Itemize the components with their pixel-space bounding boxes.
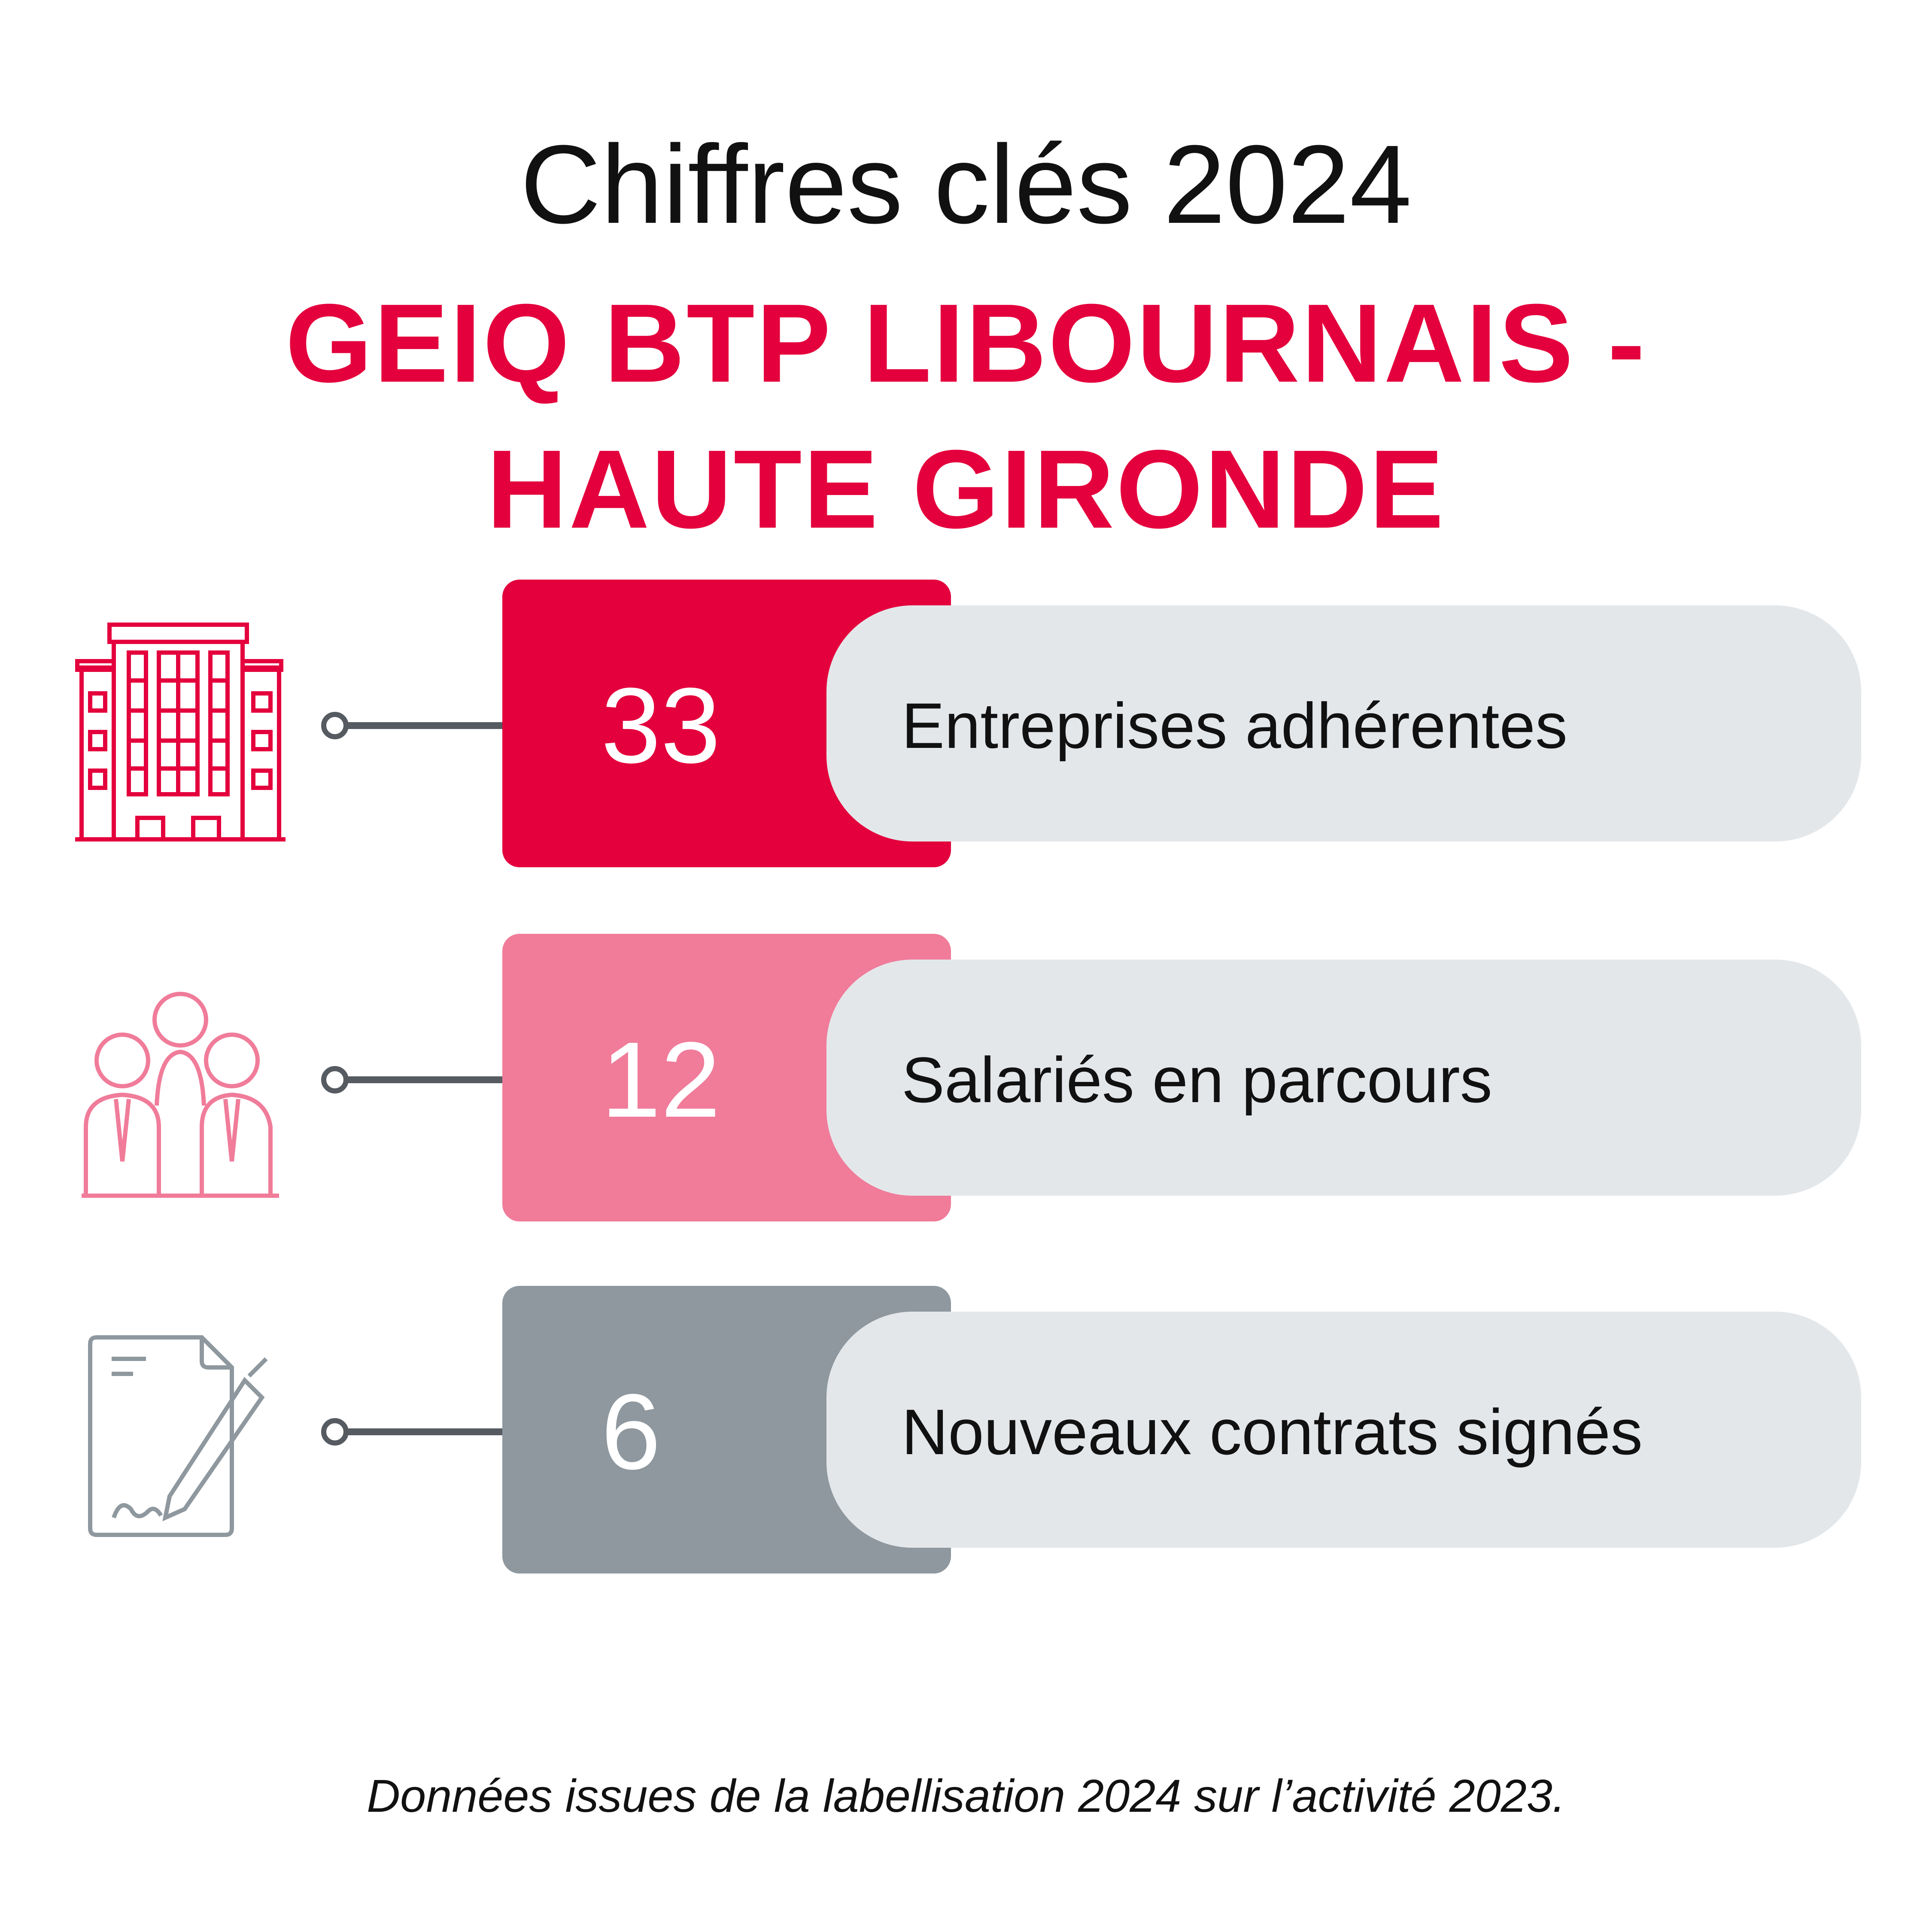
signed-contract-icon <box>88 1335 268 1537</box>
stat-row-contracts: 6 Nouveaux contrats signés <box>0 1286 1932 1578</box>
footnote: Données issues de la labellisation 2024 … <box>367 1770 1565 1822</box>
stat-label: Entreprises adhérentes <box>902 690 1567 762</box>
people-icon <box>82 992 279 1198</box>
organization-name-line-2: HAUTE GIRONDE <box>486 427 1446 552</box>
stat-value: 12 <box>601 1020 721 1139</box>
stat-label: Salariés en parcours <box>902 1044 1492 1116</box>
stat-row-members: 33 Entreprises adhérentes <box>0 580 1932 872</box>
organization-name-line-1: GEIQ BTP LIBOURNAIS - <box>285 281 1647 406</box>
stat-value: 6 <box>601 1372 661 1492</box>
building-icon <box>75 623 286 841</box>
stat-row-employees: 12 Salariés en parcours <box>0 934 1932 1226</box>
stat-label-pill <box>826 1312 1861 1548</box>
stat-value: 33 <box>601 665 721 785</box>
page-title: Chiffres clés 2024 <box>520 122 1412 247</box>
stat-label-pill <box>826 605 1861 841</box>
organization-name: GEIQ BTP LIBOURNAIS - HAUTE GIRONDE <box>0 270 1932 562</box>
stat-label-pill <box>826 960 1861 1196</box>
stat-label: Nouveaux contrats signés <box>902 1396 1643 1468</box>
